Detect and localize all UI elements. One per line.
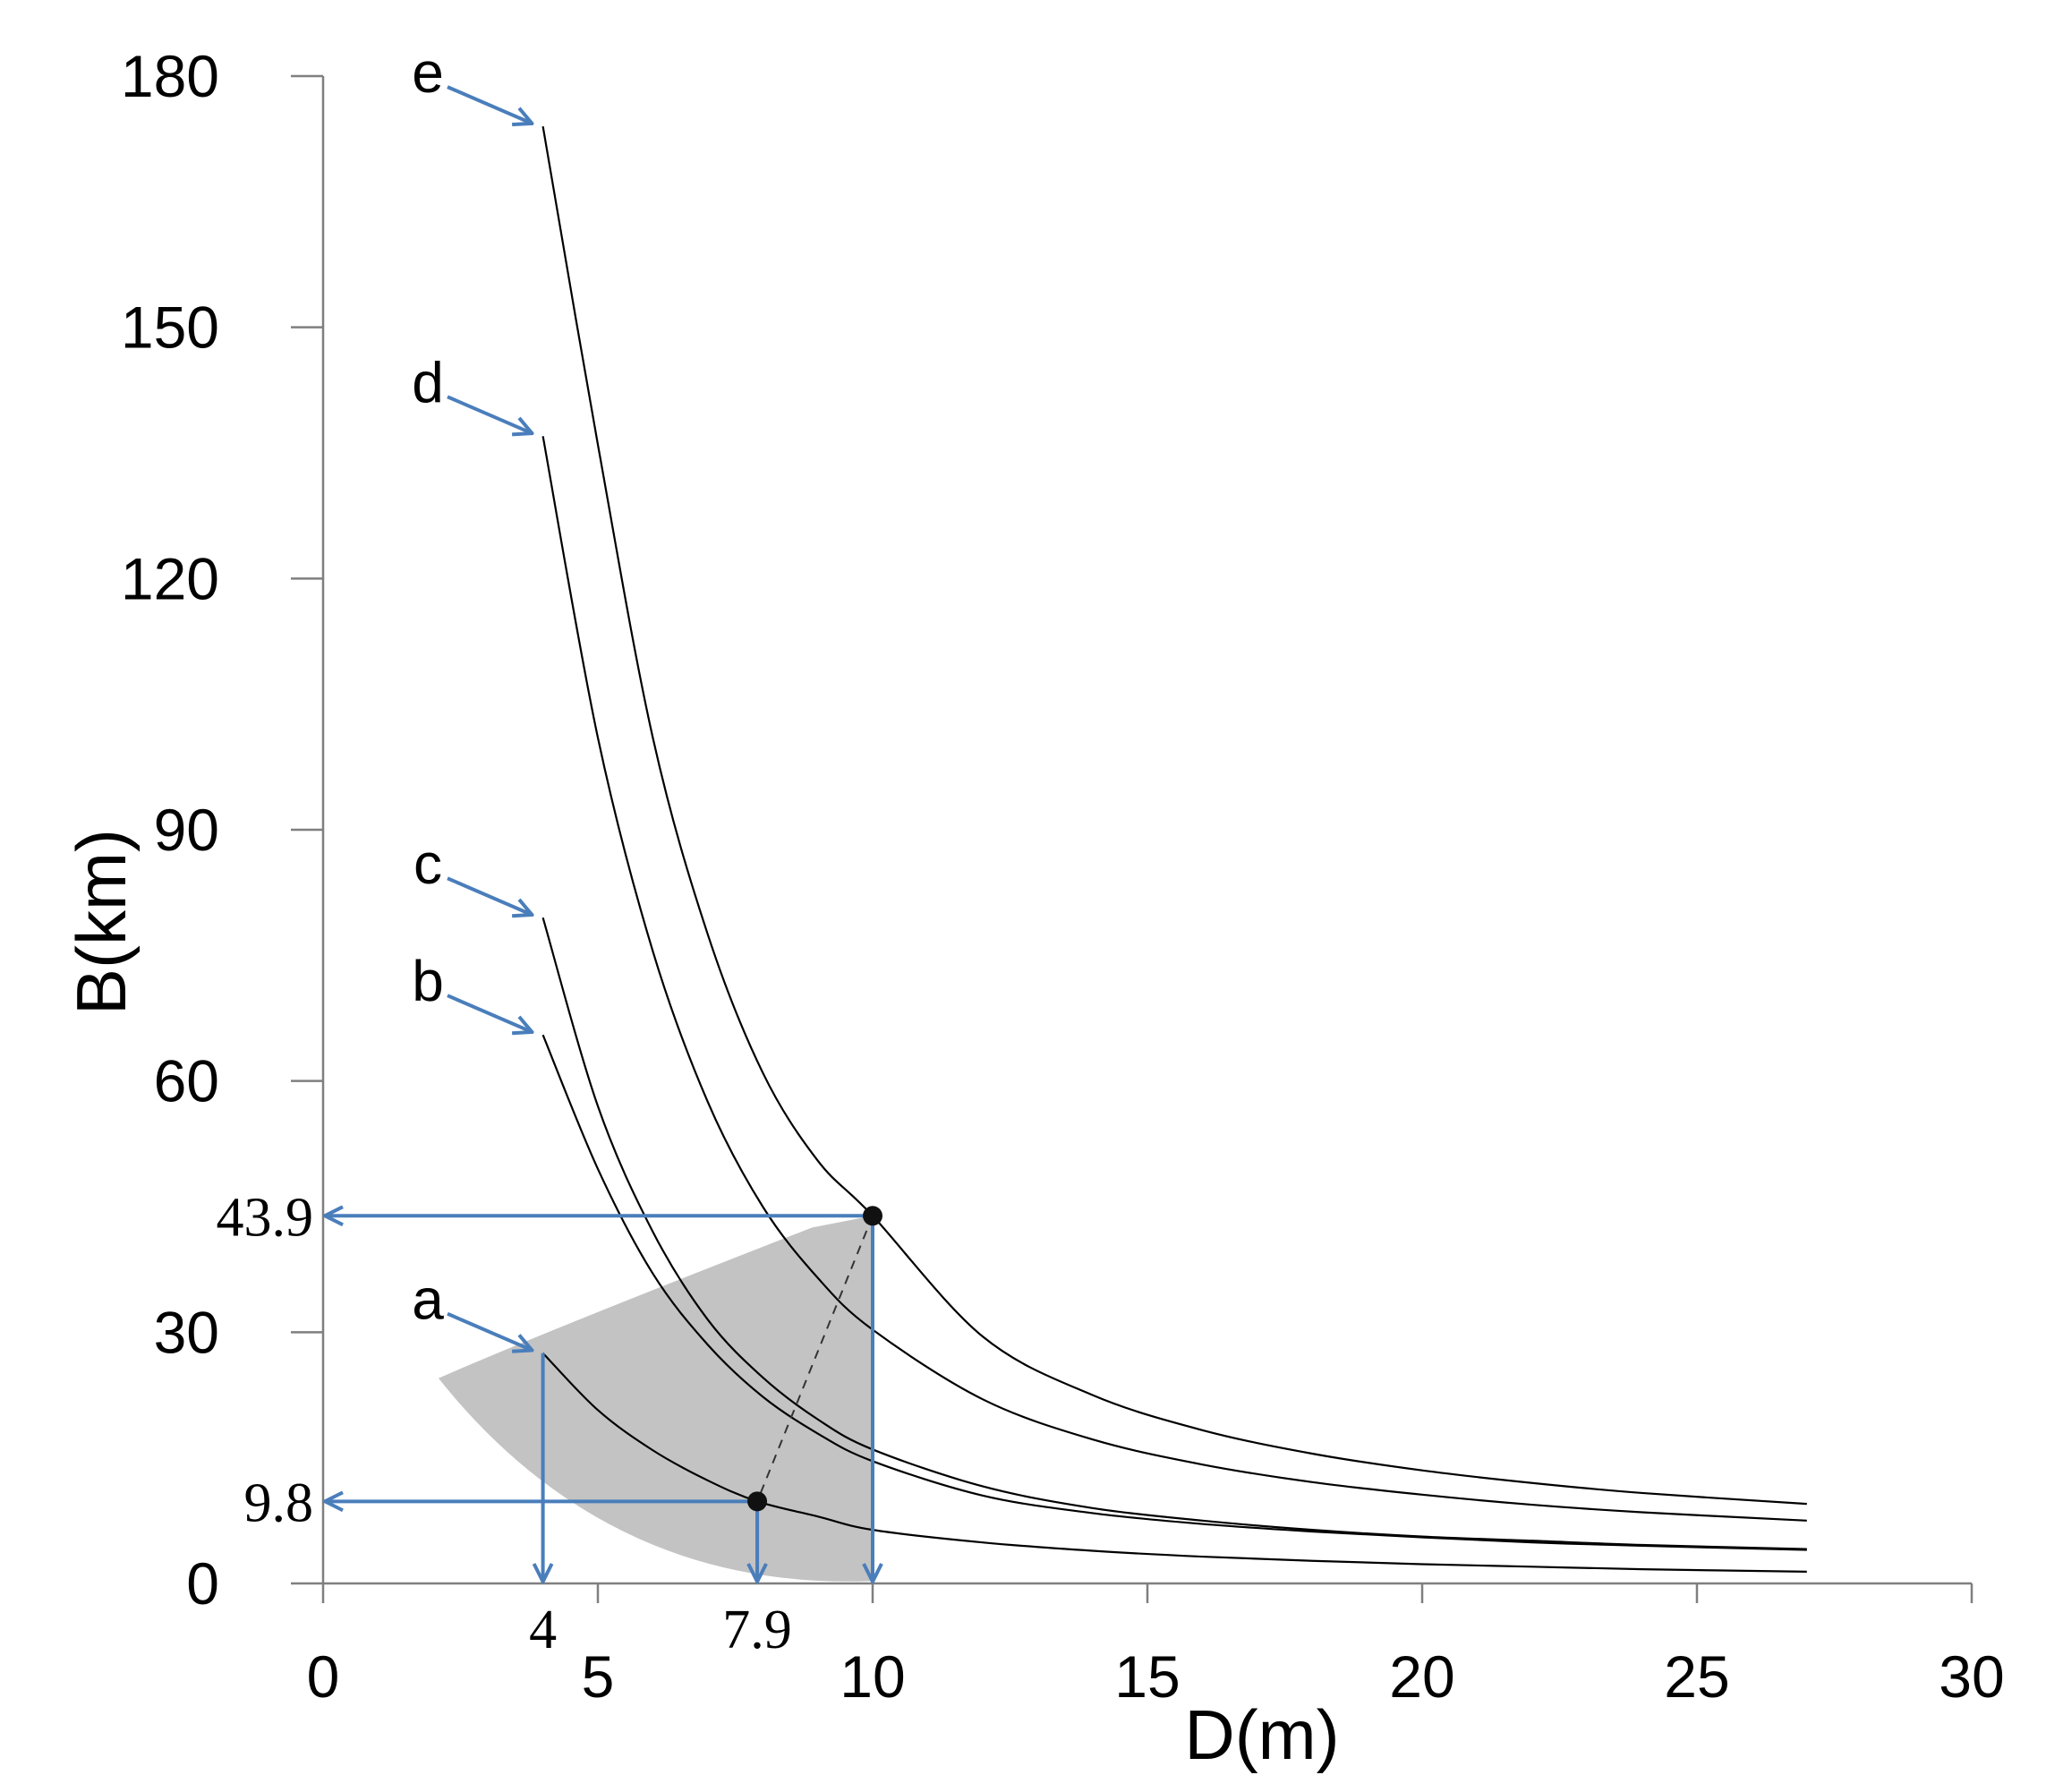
dashed-connector	[756, 1215, 874, 1502]
y-tick-label: 90	[154, 797, 219, 863]
labels-layer: 0 5 10 15 20 25 30 0 30 60 90 120 150 180 D(m) B(km) a bc…	[62, 40, 2005, 1774]
y-axis-title: B(km)	[62, 829, 141, 1015]
series-line-c	[541, 917, 1807, 1550]
x-tick-label: 15	[1114, 1643, 1180, 1710]
series-line-a	[541, 1352, 1807, 1573]
highlight-point-0	[863, 1206, 882, 1226]
annotation-layer	[327, 85, 882, 1580]
annotation-label: 43.9	[217, 1187, 314, 1248]
x-tick-label: 10	[840, 1643, 905, 1710]
series-pointer-arrow-b	[447, 994, 531, 1031]
series-pointer-arrow-e	[447, 85, 531, 123]
series-line-d	[541, 436, 1807, 1522]
x-axis-title: D(m)	[1184, 1695, 1339, 1774]
y-tick-label: 150	[121, 294, 219, 361]
axes-layer	[291, 74, 1974, 1603]
x-tick-label: 25	[1664, 1643, 1729, 1710]
series-label-e: e	[412, 40, 444, 105]
series-pointer-arrow-a	[447, 1311, 531, 1350]
annotation-label: 9.8	[244, 1472, 314, 1533]
y-tick-label: 0	[186, 1550, 219, 1617]
y-tick-label: 180	[121, 43, 219, 109]
annotation-label: 4	[529, 1600, 557, 1660]
curves-layer	[541, 125, 1807, 1573]
shaded-region-layer	[438, 1216, 873, 1582]
series-label-b: b	[412, 949, 444, 1013]
series-line-b	[541, 1034, 1807, 1551]
x-tick-label: 5	[582, 1643, 615, 1710]
series-pointer-arrow-d	[447, 395, 531, 432]
x-tick-label: 0	[307, 1643, 340, 1710]
y-tick-label: 60	[154, 1048, 219, 1114]
y-tick-label: 120	[121, 545, 219, 611]
series-label-a: a	[412, 1267, 444, 1332]
y-tick-label: 30	[154, 1299, 219, 1365]
series-label-c: c	[413, 832, 442, 896]
shaded-region	[438, 1216, 873, 1582]
series-line-e	[541, 125, 1807, 1506]
x-tick-label: 30	[1939, 1643, 2004, 1710]
annotation-label: 7.9	[722, 1600, 792, 1660]
highlight-point-1	[747, 1491, 768, 1512]
series-pointer-arrow-c	[447, 876, 531, 914]
x-tick-label: 20	[1389, 1643, 1454, 1710]
series-label-d: d	[412, 350, 444, 414]
